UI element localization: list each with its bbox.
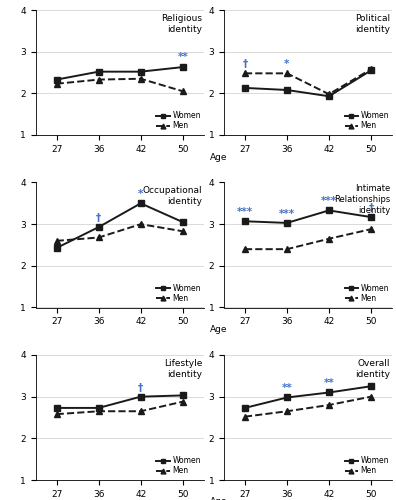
Text: Age: Age — [210, 325, 228, 334]
Legend: Women, Men: Women, Men — [156, 110, 202, 131]
Legend: Women, Men: Women, Men — [156, 456, 202, 476]
Text: **: ** — [324, 378, 334, 388]
Text: *: * — [138, 189, 143, 199]
Legend: Women, Men: Women, Men — [344, 456, 390, 476]
Legend: Women, Men: Women, Men — [344, 110, 390, 131]
Legend: Women, Men: Women, Men — [344, 283, 390, 304]
Text: †: † — [96, 213, 101, 223]
Text: ***: *** — [279, 209, 295, 219]
Text: ***: *** — [237, 207, 253, 217]
Text: **: ** — [177, 52, 188, 62]
Text: Overall
identity: Overall identity — [355, 358, 390, 379]
Text: †: † — [368, 203, 373, 213]
Text: Religious
identity: Religious identity — [161, 14, 202, 34]
Text: Age: Age — [210, 152, 228, 162]
Text: Occupational
identity: Occupational identity — [143, 186, 202, 206]
Text: Political
identity: Political identity — [355, 14, 390, 34]
Text: Intimate
Relationships
identity: Intimate Relationships identity — [334, 184, 390, 215]
Text: ***: *** — [321, 196, 337, 206]
Text: †: † — [242, 59, 248, 69]
Text: Age: Age — [210, 498, 228, 500]
Text: *: * — [284, 59, 289, 69]
Text: **: ** — [282, 384, 292, 394]
Text: †: † — [138, 382, 143, 392]
Legend: Women, Men: Women, Men — [156, 283, 202, 304]
Text: Lifestyle
identity: Lifestyle identity — [164, 358, 202, 379]
